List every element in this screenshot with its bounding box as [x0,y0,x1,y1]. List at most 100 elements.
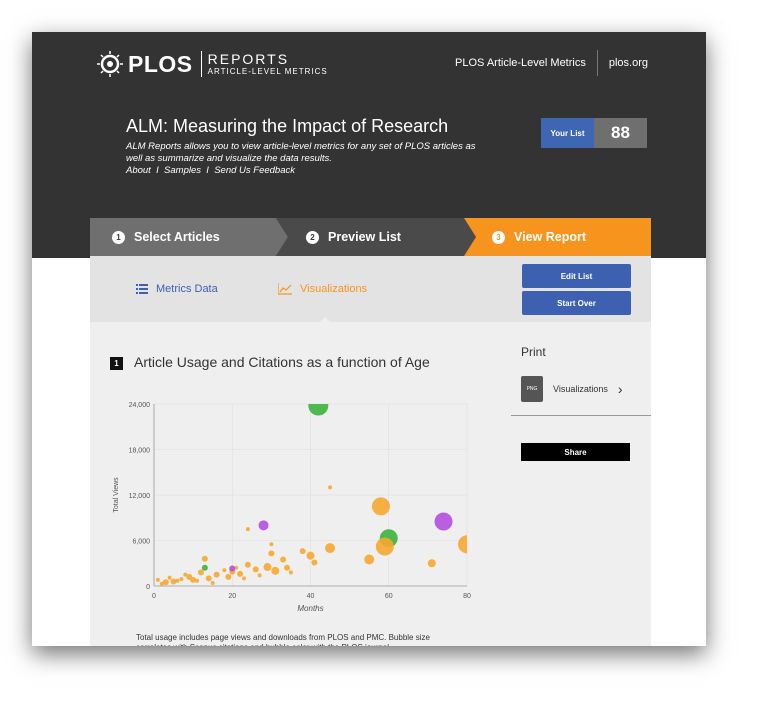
edit-list-button[interactable]: Edit List [522,264,631,288]
print-label: Print [521,345,546,359]
step-select-articles[interactable]: 1 Select Articles [112,218,220,256]
data-bubble[interactable] [186,573,193,580]
data-bubble[interactable] [244,561,251,568]
data-bubble[interactable] [299,548,306,555]
data-bubble[interactable] [237,570,244,577]
png-file-icon: PNG [521,376,543,402]
logo-alm: ARTICLE-LEVEL METRICS [207,67,328,76]
feedback-link[interactable]: Send Us Feedback [214,165,295,176]
x-tick-label: 40 [307,593,315,600]
data-bubble[interactable] [179,577,184,582]
y-tick-label: 24,000 [129,402,151,409]
x-tick-label: 20 [228,593,236,600]
data-bubble[interactable] [183,572,188,577]
top-nav: PLOS Article-Level Metrics plos.org [455,50,648,76]
step-2-bg [276,218,476,256]
section-number: 1 [110,357,123,370]
chart-bubbles [155,396,476,586]
logo-divider [200,51,202,77]
step-progress: 1 Select Articles 2 Preview List 3 View … [90,218,651,256]
data-bubble[interactable] [325,543,336,554]
about-link[interactable]: About [126,165,151,176]
step-arrows [90,218,651,256]
samples-link[interactable]: Samples [164,165,201,176]
link-separator: I [206,165,209,176]
x-tick-label: 0 [152,593,156,600]
data-bubble[interactable] [306,551,315,560]
data-bubble[interactable] [195,578,200,583]
data-bubble[interactable] [288,570,293,575]
print-visualizations[interactable]: PNG Visualizations › [521,374,651,404]
x-axis-label: Months [297,604,323,613]
chart-axes [153,404,467,587]
data-bubble[interactable] [271,566,280,575]
plos-logo-icon [97,51,123,77]
data-bubble[interactable] [210,580,215,585]
data-bubble[interactable] [222,568,227,573]
data-bubble[interactable] [269,542,274,547]
x-tick-label: 60 [385,593,393,600]
data-bubble[interactable] [280,556,287,563]
start-over-button[interactable]: Start Over [522,291,631,315]
y-tick-label: 12,000 [129,493,151,500]
tab-visualizations[interactable]: Visualizations [278,283,367,295]
data-bubble[interactable] [167,575,172,580]
chart-ticks: 0 6,000 12,000 18,000 24,000 0 20 40 60 80 [129,402,471,600]
data-bubble[interactable] [263,563,272,572]
data-bubble[interactable] [197,569,204,576]
bubble-chart: 0 6,000 12,000 18,000 24,000 0 20 40 60 80 Months… [113,396,476,613]
tab-metrics-data[interactable]: Metrics Data [136,283,218,295]
data-bubble[interactable] [364,554,375,565]
data-bubble[interactable] [155,577,160,582]
data-bubble[interactable] [162,579,169,586]
y-tick-label: 18,000 [129,448,151,455]
step-label: Preview List [328,230,401,244]
data-bubble[interactable] [159,581,164,586]
data-bubble[interactable] [257,573,262,578]
step-number: 2 [306,230,319,244]
data-bubble[interactable] [268,550,275,557]
step-label: View Report [514,230,587,244]
alm-link[interactable]: PLOS Article-Level Metrics [455,57,586,69]
data-bubble[interactable] [427,559,436,568]
y-axis-label: Total Views [113,477,120,513]
page-description: ALM Reports allows you to view article-l… [126,141,476,164]
data-bubble[interactable] [201,555,208,562]
y-tick-label: 0 [146,584,150,591]
data-bubble[interactable] [371,497,390,516]
data-bubble[interactable] [241,576,246,581]
active-tab-caret [319,317,331,323]
data-bubble[interactable] [229,565,236,572]
data-bubble[interactable] [225,573,232,580]
data-bubble[interactable] [258,520,269,531]
y-tick-label: 6,000 [132,539,150,546]
data-bubble[interactable] [311,559,318,566]
plos-org-link[interactable]: plos.org [608,57,648,69]
data-bubble[interactable] [170,578,177,585]
data-bubble[interactable] [213,571,220,578]
your-list-badge[interactable]: Your List 88 [541,118,647,148]
data-bubble[interactable] [328,485,333,490]
site-header: PLOS REPORTS ARTICLE-LEVEL METRICS PLOS … [32,32,706,258]
data-bubble[interactable] [308,396,329,416]
your-list-count: 88 [594,118,647,148]
data-bubble[interactable] [245,527,250,532]
step-preview-list[interactable]: 2 Preview List [306,218,401,256]
data-bubble[interactable] [434,512,453,531]
step-number: 1 [112,230,125,244]
share-button[interactable]: Share [521,443,630,461]
logo-brand: PLOS [128,50,193,77]
logo-subtitle: REPORTS ARTICLE-LEVEL METRICS [208,52,328,76]
data-bubble[interactable] [201,564,208,571]
data-bubble[interactable] [205,575,212,582]
data-bubble[interactable] [375,537,394,556]
data-bubble[interactable] [284,564,291,571]
sidebar-divider [511,415,651,416]
report-tabs: Metrics Data Visualizations Edit List St… [90,256,651,323]
tab-metrics-label: Metrics Data [156,283,218,295]
data-bubble[interactable] [252,566,259,573]
report-content: Metrics Data Visualizations Edit List St… [90,256,651,646]
data-bubble[interactable] [458,535,476,554]
plos-reports-logo[interactable]: PLOS REPORTS ARTICLE-LEVEL METRICS [96,48,328,80]
step-view-report[interactable]: 3 View Report [492,218,586,256]
